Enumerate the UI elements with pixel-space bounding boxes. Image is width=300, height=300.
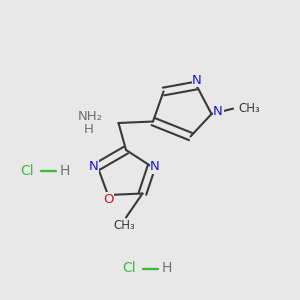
Text: N: N (150, 160, 160, 173)
Text: CH₃: CH₃ (114, 219, 135, 232)
Text: NH₂: NH₂ (77, 110, 103, 124)
Text: H: H (59, 164, 70, 178)
Text: O: O (103, 193, 113, 206)
Text: N: N (213, 105, 223, 118)
Text: H: H (84, 123, 93, 136)
Text: Cl: Cl (122, 262, 136, 275)
Text: N: N (192, 74, 202, 87)
Text: H: H (161, 262, 172, 275)
Text: CH₃: CH₃ (238, 102, 260, 115)
Text: Cl: Cl (20, 164, 34, 178)
Text: N: N (89, 160, 99, 173)
